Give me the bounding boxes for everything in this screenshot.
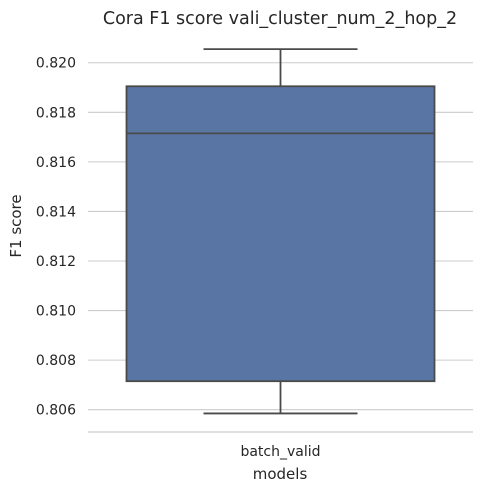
chart-title: Cora F1 score vali_cluster_num_2_hop_2	[103, 9, 457, 29]
y-tick-label: 0.810	[36, 304, 76, 320]
boxes	[125, 48, 436, 415]
y-tick-label: 0.806	[36, 403, 76, 419]
y-tick-label: 0.816	[36, 155, 76, 171]
y-tick-label: 0.808	[36, 353, 76, 369]
x-axis-ticks: batch_valid	[240, 444, 320, 460]
box-iqr	[125, 85, 436, 383]
y-axis-ticks: 0.806 0.808 0.810 0.812 0.814 0.816 0.818 0.820	[36, 56, 76, 419]
y-tick-label: 0.814	[36, 204, 76, 220]
x-tick-label: batch_valid	[240, 444, 320, 460]
x-axis-label: models	[253, 465, 308, 483]
y-tick-label: 0.812	[36, 254, 76, 270]
y-axis-label: F1 score	[7, 194, 25, 257]
y-tick-label: 0.818	[36, 105, 76, 121]
y-tick-label: 0.820	[36, 56, 76, 72]
